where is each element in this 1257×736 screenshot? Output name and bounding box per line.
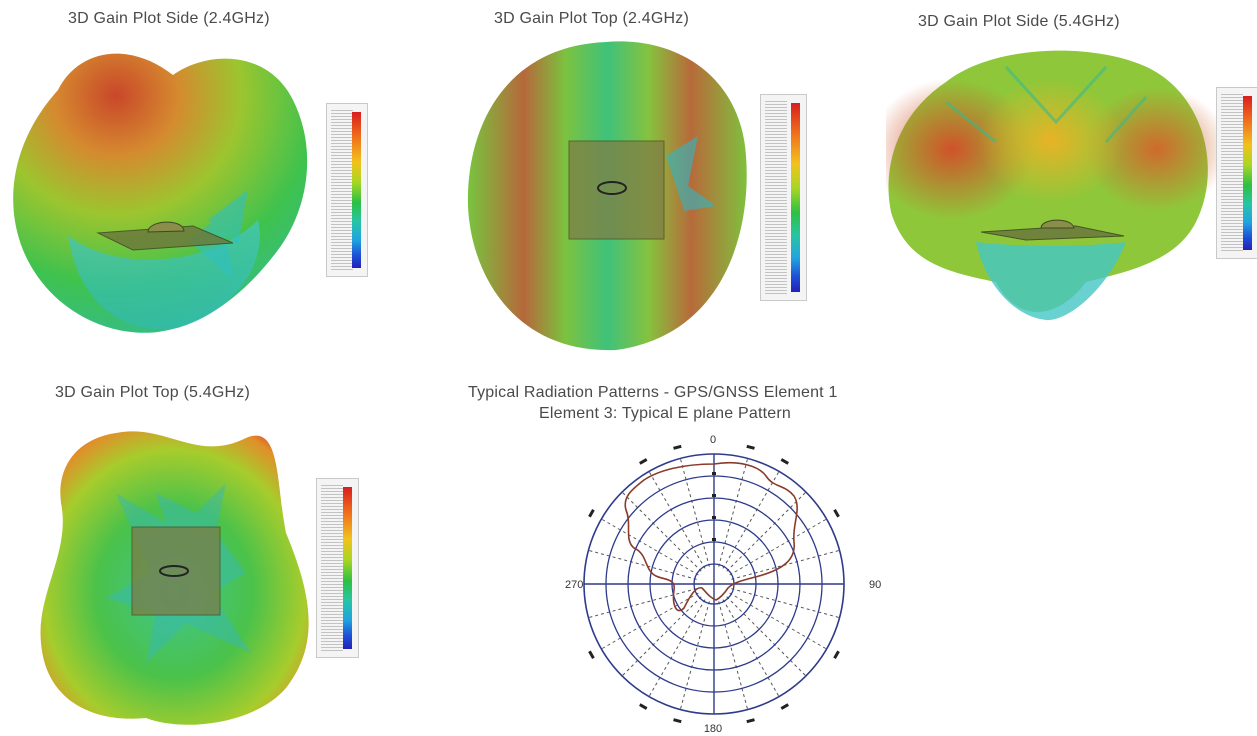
gain-plot-side-5g4-image: [886, 42, 1216, 324]
figure-title-side-5g4: 3D Gain Plot Side (5.4GHz): [918, 12, 1120, 32]
gain-plot-top-2g4-image: [466, 36, 752, 354]
polar-title-line1: Typical Radiation Patterns - GPS/GNSS El…: [468, 383, 838, 403]
gain-plot-side-2g4-image: [8, 40, 318, 340]
angle-label-180: 180: [704, 723, 722, 734]
figure-title-top-5g4: 3D Gain Plot Top (5.4GHz): [55, 383, 250, 403]
gain-scale-legend-4: [316, 478, 359, 658]
polar-title-line2: Element 3: Typical E plane Pattern: [539, 404, 791, 424]
gain-scale-legend-2: [760, 94, 807, 301]
polar-pattern-plot: 0 90 180 270: [551, 428, 891, 734]
angle-label-0: 0: [710, 434, 716, 446]
gain-scale-legend-1: [326, 103, 368, 277]
gain-scale-legend-3: [1216, 87, 1257, 259]
angle-label-90: 90: [869, 579, 881, 591]
figure-title-side-2g4: 3D Gain Plot Side (2.4GHz): [68, 9, 270, 29]
polar-grid: [584, 445, 844, 723]
angle-label-270: 270: [565, 579, 583, 591]
figure-title-top-2g4: 3D Gain Plot Top (2.4GHz): [494, 9, 689, 29]
gain-plot-top-5g4-image: [36, 423, 318, 733]
